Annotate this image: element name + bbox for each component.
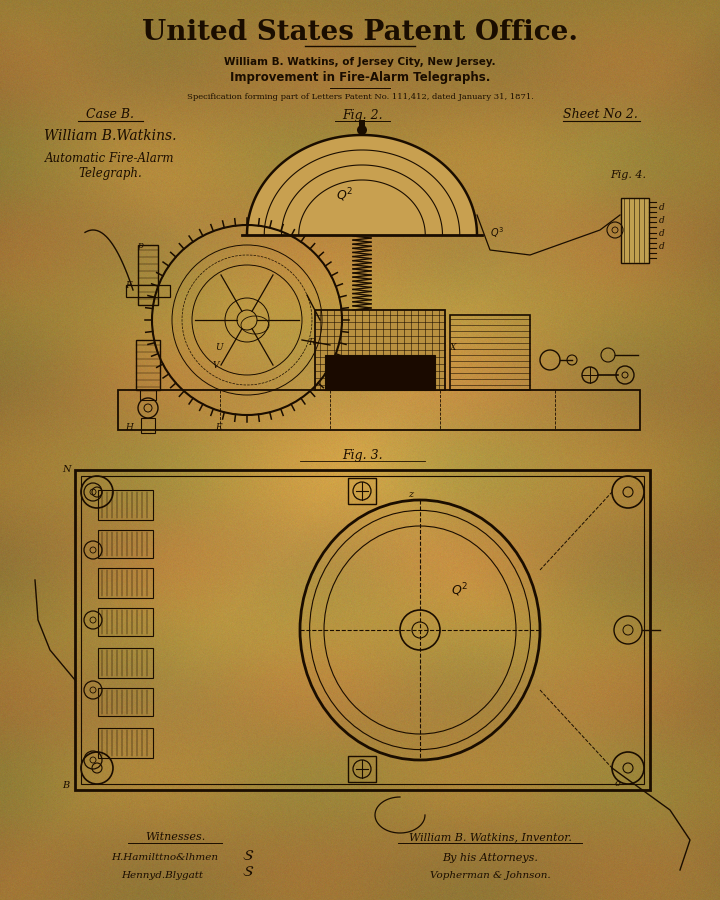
Bar xyxy=(621,198,649,263)
Text: d: d xyxy=(659,216,665,225)
Polygon shape xyxy=(247,135,477,235)
Text: H: H xyxy=(125,423,133,432)
Text: Automatic Fire-Alarm: Automatic Fire-Alarm xyxy=(45,151,175,165)
Text: $\mathcal{S}$: $\mathcal{S}$ xyxy=(242,864,254,879)
Bar xyxy=(138,245,158,305)
Bar xyxy=(98,728,153,758)
Bar xyxy=(98,490,153,520)
Text: Hennyd.Blygatt: Hennyd.Blygatt xyxy=(121,870,203,879)
Text: N: N xyxy=(62,465,71,474)
Text: Case B.: Case B. xyxy=(86,109,134,122)
Bar xyxy=(81,476,644,784)
Bar xyxy=(126,285,170,297)
Text: z: z xyxy=(408,490,413,499)
Bar xyxy=(98,530,153,558)
Bar xyxy=(98,688,153,716)
Text: Improvement in Fire-Alarm Telegraphs.: Improvement in Fire-Alarm Telegraphs. xyxy=(230,71,490,85)
Text: United States Patent Office.: United States Patent Office. xyxy=(142,19,578,46)
Text: Fig. 2.: Fig. 2. xyxy=(342,109,382,122)
Bar xyxy=(356,310,368,390)
Text: Sheet No 2.: Sheet No 2. xyxy=(562,109,637,122)
Bar xyxy=(325,355,435,390)
Text: H.Hamilttno&lhmen: H.Hamilttno&lhmen xyxy=(112,853,218,862)
Text: R: R xyxy=(308,338,315,347)
Bar xyxy=(75,470,650,790)
Text: $Q^3$: $Q^3$ xyxy=(490,225,504,240)
Bar xyxy=(348,756,376,782)
Text: X: X xyxy=(450,343,456,352)
Circle shape xyxy=(357,125,367,135)
Bar xyxy=(348,478,376,504)
Text: E: E xyxy=(215,423,222,432)
Text: Specification forming part of Letters Patent No. 111,412, dated January 31, 1871: Specification forming part of Letters Pa… xyxy=(186,93,534,101)
Text: U: U xyxy=(215,343,222,352)
Bar xyxy=(98,648,153,678)
Text: By his Attorneys.: By his Attorneys. xyxy=(442,853,538,863)
Bar xyxy=(136,340,160,390)
Bar xyxy=(450,315,530,390)
Text: d: d xyxy=(659,203,665,212)
Text: F: F xyxy=(125,281,131,290)
Bar xyxy=(98,568,153,598)
Text: $Q^2$: $Q^2$ xyxy=(451,581,469,598)
Text: Witnesses.: Witnesses. xyxy=(145,832,205,842)
Bar xyxy=(359,120,365,130)
Text: V: V xyxy=(213,361,220,370)
Text: d: d xyxy=(659,229,665,238)
Text: William B.Watkins.: William B.Watkins. xyxy=(44,129,176,143)
Bar xyxy=(98,608,153,636)
Text: o: o xyxy=(615,779,621,788)
Text: $Q^2$: $Q^2$ xyxy=(336,186,354,203)
Text: Vopherman & Johnson.: Vopherman & Johnson. xyxy=(430,870,550,879)
Bar xyxy=(315,310,445,390)
Bar xyxy=(140,390,156,400)
Text: Fig. 3.: Fig. 3. xyxy=(342,448,382,462)
Text: B: B xyxy=(62,781,69,790)
Text: William B. Watkins, of Jersey City, New Jersey.: William B. Watkins, of Jersey City, New … xyxy=(224,57,496,67)
Text: d: d xyxy=(659,242,665,251)
Bar xyxy=(118,390,640,430)
Text: William B. Watkins, Inventor.: William B. Watkins, Inventor. xyxy=(408,832,572,842)
Text: p: p xyxy=(138,241,144,250)
Text: $\mathcal{S}$: $\mathcal{S}$ xyxy=(242,848,254,863)
Text: Telegraph.: Telegraph. xyxy=(78,166,142,179)
Bar xyxy=(141,418,155,433)
Text: Fig. 4.: Fig. 4. xyxy=(610,170,646,180)
